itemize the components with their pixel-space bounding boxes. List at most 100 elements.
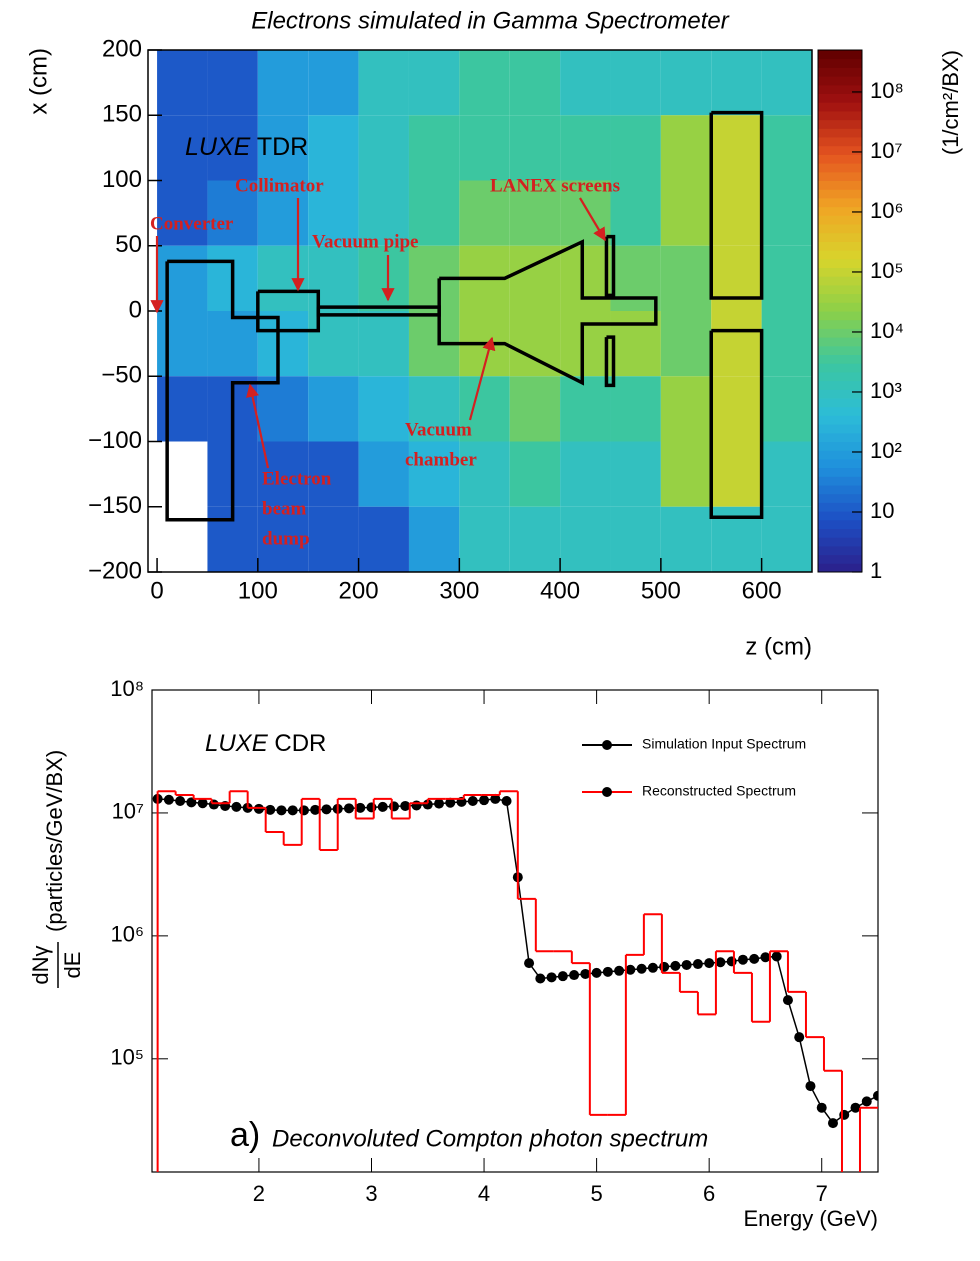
data-point bbox=[737, 954, 748, 965]
y-tick-label: 150 bbox=[102, 101, 142, 128]
x-tick-label: 5 bbox=[590, 1181, 602, 1206]
chart-title: Electrons simulated in Gamma Spectromete… bbox=[251, 7, 730, 34]
heatmap-cell bbox=[660, 50, 712, 116]
data-point bbox=[591, 967, 602, 978]
data-point bbox=[265, 804, 276, 815]
x-tick-label: 7 bbox=[816, 1181, 828, 1206]
colorbar-tick-label: 1 bbox=[870, 558, 882, 583]
heatmap-cell bbox=[610, 50, 661, 116]
detector-outline bbox=[709, 328, 764, 519]
heatmap-cell bbox=[358, 180, 409, 246]
y-tick-label: 50 bbox=[115, 231, 142, 258]
colorbar-tick-label: 10 bbox=[870, 498, 894, 523]
heatmap-cell bbox=[610, 245, 661, 311]
annotation: beam bbox=[262, 498, 307, 519]
colorbar-segment bbox=[818, 215, 862, 225]
y-label-denominator: dE bbox=[60, 952, 85, 979]
colorbar-segment bbox=[818, 284, 862, 295]
heatmap-cell bbox=[761, 180, 812, 246]
heatmap-cell bbox=[660, 441, 712, 507]
legend-marker bbox=[602, 787, 612, 797]
colorbar-segment bbox=[818, 189, 862, 199]
data-point bbox=[647, 962, 658, 973]
y-tick-label: −100 bbox=[88, 427, 142, 454]
heatmap-cell bbox=[157, 115, 208, 181]
colorbar-segment bbox=[818, 528, 862, 538]
colorbar-segment bbox=[818, 180, 862, 190]
x-tick-label: 0 bbox=[150, 577, 163, 604]
annotation-arrow bbox=[579, 197, 606, 242]
data-point bbox=[794, 1032, 805, 1043]
data-point bbox=[298, 805, 309, 816]
heatmap-cell bbox=[408, 441, 460, 507]
data-point bbox=[681, 959, 692, 970]
heatmap-cell bbox=[560, 50, 611, 116]
heatmap-cell bbox=[711, 441, 762, 507]
data-point bbox=[163, 794, 174, 805]
colorbar-segment bbox=[818, 128, 862, 138]
colorbar-tick-label: 10² bbox=[870, 438, 902, 463]
heatmap-cell bbox=[509, 50, 561, 116]
data-point bbox=[276, 805, 287, 816]
y-tick-label: 10⁶ bbox=[110, 922, 144, 947]
heatmap-cell bbox=[560, 115, 611, 181]
heatmap-cell bbox=[157, 311, 208, 377]
colorbar-segment bbox=[818, 319, 862, 329]
heatmap-cell bbox=[358, 311, 409, 377]
heatmap-cell bbox=[459, 115, 510, 181]
y-tick-label: −150 bbox=[88, 492, 142, 519]
heatmap-cell bbox=[207, 180, 258, 246]
colorbar-segment bbox=[818, 50, 862, 60]
data-point bbox=[208, 799, 219, 810]
heatmap-cell bbox=[408, 115, 460, 181]
heatmap-cell bbox=[157, 245, 208, 311]
colorbar-segment bbox=[818, 415, 862, 425]
plot-frame bbox=[151, 689, 879, 1173]
colorbar-segment bbox=[818, 371, 862, 382]
data-point bbox=[861, 1096, 872, 1107]
y-label-unit: (particles/GeV/BX) bbox=[42, 750, 67, 932]
data-point bbox=[389, 801, 399, 812]
colorbar-segment bbox=[818, 232, 862, 242]
heatmap-cell bbox=[308, 311, 359, 377]
heatmap-cell bbox=[308, 506, 359, 572]
heatmap-cell bbox=[459, 441, 510, 507]
data-point bbox=[760, 952, 771, 963]
heatmap-cell bbox=[660, 245, 712, 311]
colorbar-segment bbox=[818, 345, 862, 355]
heatmap-cell bbox=[257, 311, 309, 377]
colorbar-segment bbox=[818, 293, 862, 303]
colorbar-tick-label: 10⁶ bbox=[870, 198, 904, 223]
colorbar-segment bbox=[818, 276, 862, 286]
data-point bbox=[490, 793, 501, 804]
data-point bbox=[805, 1081, 816, 1092]
detector-outline bbox=[604, 335, 616, 388]
heatmap-cell bbox=[610, 441, 661, 507]
annotation: Vacuum bbox=[405, 419, 472, 440]
colorbar-segment bbox=[818, 171, 862, 181]
heatmap-cell bbox=[459, 506, 510, 572]
legend-label: Reconstructed Spectrum bbox=[642, 783, 796, 799]
colorbar-segment bbox=[818, 476, 862, 486]
plot-area bbox=[152, 790, 878, 1172]
x-tick-label: 300 bbox=[439, 577, 479, 604]
watermark-experiment: LUXE bbox=[185, 133, 251, 161]
detector-outline bbox=[604, 234, 616, 298]
heatmap-cell bbox=[761, 311, 812, 377]
colorbar-segment bbox=[818, 493, 862, 503]
heatmap-cell bbox=[560, 441, 611, 507]
colorbar-segment bbox=[818, 398, 862, 408]
data-point bbox=[422, 799, 433, 810]
colorbar-tick-label: 10³ bbox=[870, 378, 902, 403]
data-point bbox=[377, 801, 388, 812]
heatmap-cell bbox=[660, 376, 712, 442]
heatmap-cell bbox=[308, 50, 359, 116]
data-point bbox=[411, 800, 422, 811]
heatmap-cell bbox=[358, 115, 409, 181]
y-tick-label: 10⁸ bbox=[110, 676, 144, 701]
colorbar-segment bbox=[818, 389, 862, 399]
heatmap-cell bbox=[157, 180, 208, 246]
heatmap-cell bbox=[610, 376, 661, 442]
heatmap-cell bbox=[308, 245, 359, 311]
heatmap-cell bbox=[459, 376, 510, 442]
